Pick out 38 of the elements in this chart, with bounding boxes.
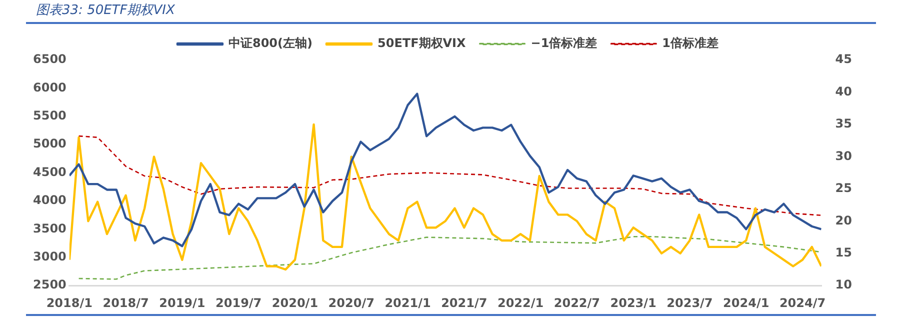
y2-tick-label: 30 [835, 148, 852, 163]
y2-tick-label: 15 [835, 245, 852, 260]
y2-tick-label: 10 [835, 278, 852, 292]
y-tick-label: 5000 [32, 136, 66, 151]
line-series [78, 236, 822, 280]
x-tick-label: 2021/1 [384, 296, 431, 310]
x-tick-label: 2018/7 [102, 296, 149, 310]
y2-tick-label: 45 [835, 52, 852, 66]
y2-tick-label: 25 [835, 181, 852, 196]
legend-label: 中证800(左轴) [228, 36, 313, 50]
y2-tick-label: 35 [835, 116, 852, 131]
x-tick-label: 2020/1 [272, 296, 318, 310]
y2-tick-label: 40 [835, 84, 852, 98]
y-tick-label: 3000 [32, 250, 66, 264]
x-tick-label: 2023/7 [666, 296, 713, 310]
y-tick-label: 3500 [32, 221, 66, 236]
x-tick-label: 2022/7 [554, 296, 600, 310]
x-tick-label: 2018/1 [46, 296, 92, 310]
y-tick-label: 4000 [32, 193, 66, 208]
y-tick-label: 6500 [32, 52, 66, 66]
x-tick-label: 2022/1 [497, 296, 544, 310]
y-tick-label: 2500 [32, 278, 66, 292]
y-tick-label: 6000 [32, 80, 66, 94]
y-tick-label: 4500 [32, 164, 66, 179]
x-tick-label: 2024/1 [723, 296, 770, 310]
chart-title: 图表33: 50ETF期权VIX [26, 0, 876, 24]
legend-label: −1倍标准差 [530, 36, 598, 50]
legend-label: 50ETF期权VIX [377, 36, 467, 50]
y2-tick-label: 20 [835, 213, 852, 228]
x-tick-label: 2024/7 [779, 296, 826, 310]
y-tick-label: 5500 [32, 108, 66, 123]
line-series [78, 135, 822, 216]
x-tick-label: 2019/1 [159, 296, 206, 310]
x-tick-label: 2021/7 [441, 296, 488, 310]
x-tick-label: 2019/7 [216, 296, 262, 310]
x-tick-label: 2023/1 [610, 296, 656, 310]
x-tick-label: 2020/7 [328, 296, 374, 310]
legend-label: 1倍标准差 [662, 36, 719, 50]
